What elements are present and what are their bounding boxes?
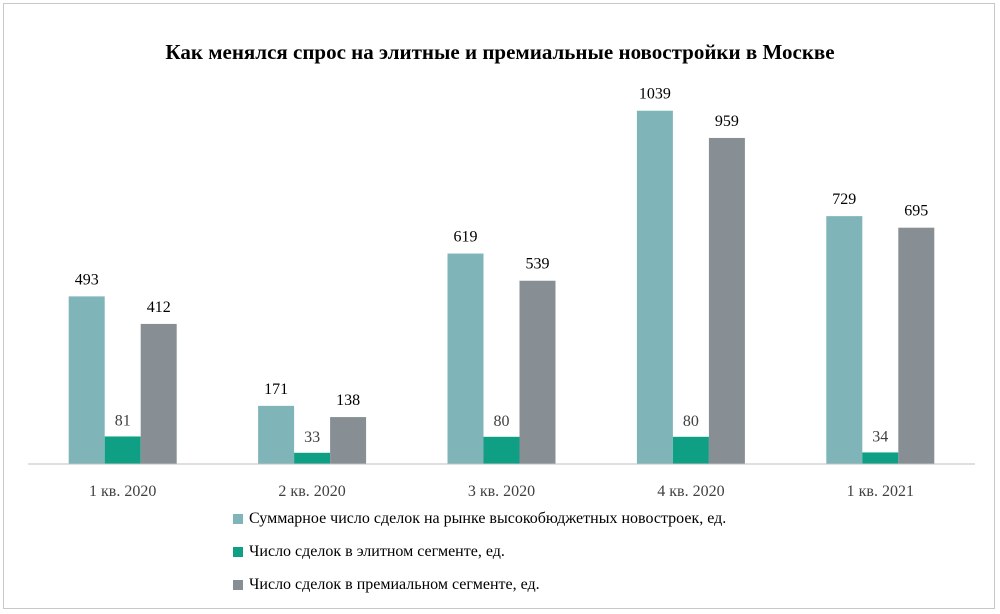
bar-elite-5 <box>862 452 899 464</box>
bar-premium-3 <box>519 280 556 464</box>
legend-item-total: Суммарное число сделок на рынке высокобю… <box>233 510 726 528</box>
chart-title: Как менялся спрос на элитные и премиальн… <box>165 40 835 64</box>
bar-elite-3 <box>483 436 520 464</box>
bar-premium-2 <box>330 417 367 464</box>
legend-label-elite: Число сделок в элитном сегменте, ед. <box>249 543 505 560</box>
x-tick-label-4: 4 кв. 2020 <box>657 483 724 500</box>
data-label-elite-5: 34 <box>872 428 888 445</box>
data-label-premium-2: 138 <box>336 392 360 409</box>
legend-swatch-premium <box>233 580 243 590</box>
data-label-total-3: 619 <box>454 229 478 246</box>
data-label-elite-1: 81 <box>115 412 131 429</box>
data-label-total-4: 1039 <box>639 86 671 103</box>
data-label-premium-5: 695 <box>904 203 928 220</box>
bar-total-2 <box>258 405 295 464</box>
legend-item-premium: Число сделок в премиальном сегменте, ед. <box>233 576 726 594</box>
data-label-elite-4: 80 <box>683 413 699 430</box>
data-label-premium-4: 959 <box>715 113 739 130</box>
data-label-premium-3: 539 <box>526 256 550 273</box>
x-tick-label-5: 1 кв. 2021 <box>847 483 914 500</box>
data-label-premium-1: 412 <box>147 299 171 316</box>
bar-total-3 <box>447 253 484 464</box>
data-label-elite-3: 80 <box>494 413 510 430</box>
legend-swatch-total <box>233 514 243 524</box>
legend-swatch-elite <box>233 547 243 557</box>
bar-elite-2 <box>294 452 331 464</box>
bar-total-1 <box>68 296 105 464</box>
legend-label-premium: Число сделок в премиальном сегменте, ед. <box>249 576 540 593</box>
bar-premium-1 <box>140 323 177 464</box>
legend: Суммарное число сделок на рынке высокобю… <box>233 510 726 609</box>
legend-item-elite: Число сделок в элитном сегменте, ед. <box>233 543 726 561</box>
data-label-total-5: 729 <box>832 191 856 208</box>
bar-elite-4 <box>672 436 709 464</box>
bar-premium-4 <box>708 137 745 464</box>
bar-total-5 <box>826 216 863 464</box>
data-label-total-1: 493 <box>75 271 99 288</box>
data-label-elite-2: 33 <box>304 429 320 446</box>
x-tick-label-3: 3 кв. 2020 <box>468 483 535 500</box>
x-tick-label-2: 2 кв. 2020 <box>278 483 345 500</box>
bar-elite-1 <box>104 436 141 464</box>
x-tick-label-1: 1 кв. 2020 <box>89 483 156 500</box>
bar-total-4 <box>636 110 673 465</box>
legend-label-total: Суммарное число сделок на рынке высокобю… <box>249 510 727 527</box>
data-label-total-2: 171 <box>264 381 288 398</box>
bar-premium-5 <box>898 227 935 464</box>
